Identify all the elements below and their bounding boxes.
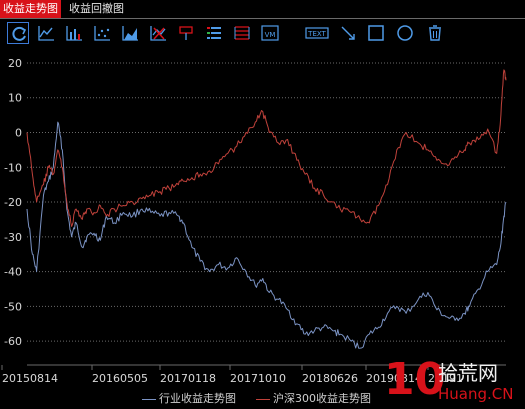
x-tick-label: 20170118 <box>160 372 216 385</box>
x-tick-label: 20190314 <box>366 372 422 385</box>
watermark-logo: 10 拾荒网 Huang.CN <box>384 354 513 404</box>
circle-icon[interactable] <box>394 22 416 44</box>
x-tick-label: 20150814 <box>2 372 58 385</box>
refresh-icon[interactable] <box>7 22 29 44</box>
arrow-icon[interactable] <box>337 22 359 44</box>
y-tick-label: 10 <box>8 92 22 105</box>
trash-icon[interactable] <box>424 22 446 44</box>
rectangle-icon[interactable] <box>365 22 387 44</box>
y-tick-label: 20 <box>8 57 22 70</box>
tab-bar: 收益走势图 收益回撤图 <box>0 0 525 19</box>
x-tick-label: 20180626 <box>302 372 358 385</box>
return-trend-chart: 20 10 0 -10 -20 -30 -40 -50 -60 20150814 20160505 2… <box>1 57 507 385</box>
area-chart-icon[interactable] <box>119 22 141 44</box>
svg-text:Huang.CN: Huang.CN <box>438 385 513 403</box>
y-tick-label: -50 <box>4 300 22 313</box>
y-tick-label: -60 <box>4 335 22 348</box>
chart-toolbar: VM TEXT <box>0 20 525 46</box>
scatter-icon[interactable] <box>91 22 113 44</box>
list-icon[interactable] <box>203 22 225 44</box>
flag-icon[interactable] <box>175 22 197 44</box>
legend-swatch-industry <box>142 398 156 400</box>
tab-return-trend[interactable]: 收益走势图 <box>0 0 61 18</box>
series-line-0 <box>26 121 507 349</box>
x-tick-label: 20171010 <box>230 372 286 385</box>
legend-label-hs300: 沪深300收益走势图 <box>273 392 371 405</box>
svg-text:TEXT: TEXT <box>307 30 326 38</box>
svg-text:VM: VM <box>265 31 276 39</box>
svg-text:拾荒网: 拾荒网 <box>438 361 498 385</box>
y-tick-label: -30 <box>4 231 22 244</box>
y-tick-label: -20 <box>4 196 22 209</box>
tab-drawdown[interactable]: 收益回撤图 <box>69 2 124 15</box>
legend-item-industry: 行业收益走势图 <box>142 390 236 406</box>
x-tick-label: 20160505 <box>92 372 148 385</box>
text-icon[interactable]: TEXT <box>305 22 329 44</box>
vm-icon[interactable]: VM <box>259 22 281 44</box>
y-tick-label: -10 <box>4 161 22 174</box>
series-line-1 <box>26 69 507 227</box>
table-icon[interactable] <box>231 22 253 44</box>
legend-swatch-hs300 <box>256 398 270 400</box>
chart-legend: 行业收益走势图 沪深300收益走势图 <box>0 388 525 406</box>
line-chart-icon[interactable] <box>35 22 57 44</box>
svg-text:10: 10 <box>384 354 445 404</box>
legend-item-hs300: 沪深300收益走势图 <box>256 390 371 406</box>
y-tick-label: -40 <box>4 266 22 279</box>
no-chart-icon[interactable] <box>147 22 169 44</box>
legend-label-industry: 行业收益走势图 <box>159 392 236 405</box>
y-tick-label: 0 <box>15 127 22 140</box>
bar-chart-icon[interactable] <box>63 22 85 44</box>
x-tick-label: 20191 <box>428 372 463 385</box>
